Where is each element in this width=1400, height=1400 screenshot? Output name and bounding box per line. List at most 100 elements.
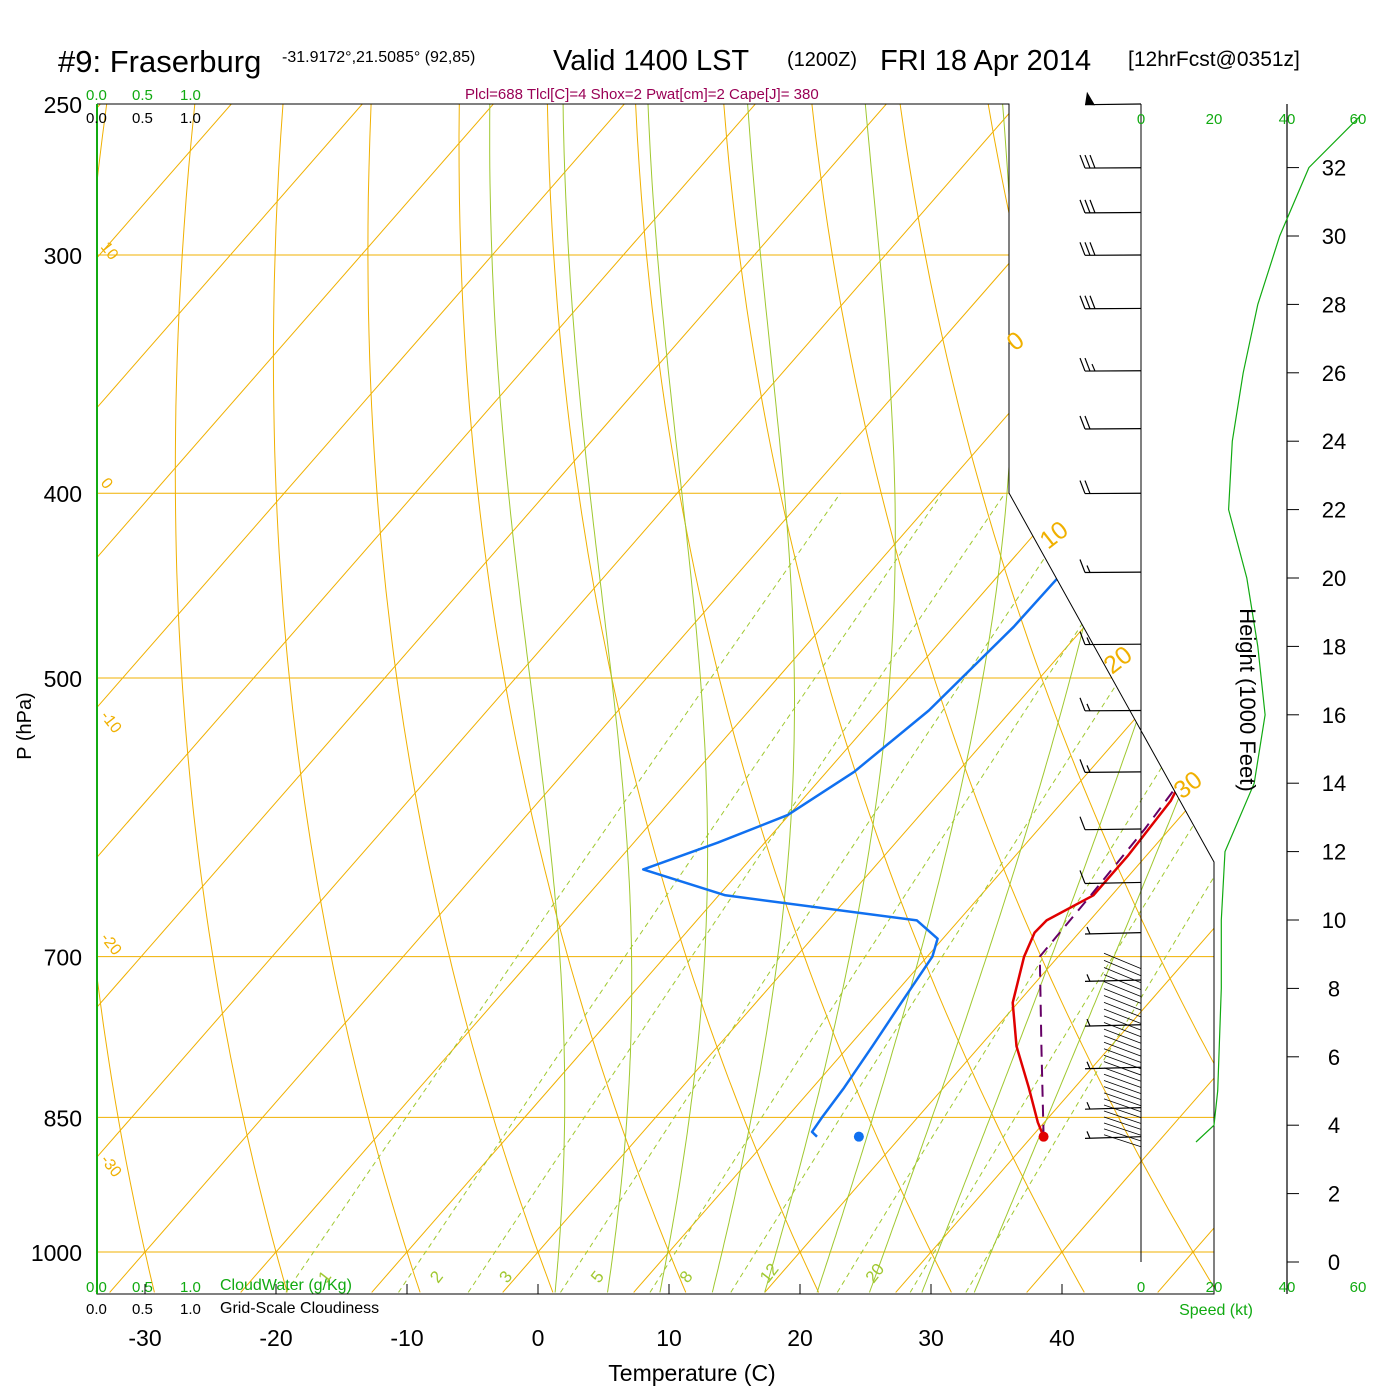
- cloud-bottom-green-0: 0.0: [86, 1279, 107, 1296]
- barb-half: [1086, 1131, 1091, 1139]
- isotherm-line: [895, 104, 1214, 1293]
- wind-barb-low: [1103, 967, 1142, 984]
- mixing-ratio-label: 5: [587, 1267, 608, 1286]
- wind-barb: [1079, 759, 1142, 773]
- barb-full: [1079, 295, 1086, 309]
- x-tick-label: 40: [1049, 1325, 1075, 1351]
- barb-full: [1079, 415, 1086, 430]
- wind-barbs: [1079, 91, 1142, 1148]
- barb-full: [1079, 242, 1086, 256]
- height-tick-label: 28: [1322, 292, 1346, 317]
- barb-shaft: [1103, 967, 1142, 984]
- parcel-line: [1038, 182, 1214, 1137]
- wind-barb-low: [1103, 1054, 1142, 1070]
- cloud-bottom-green-2: 1.0: [180, 1279, 201, 1296]
- wind-barb: [1079, 816, 1142, 831]
- height-tick-label: 24: [1322, 429, 1346, 454]
- wind-barb: [1079, 480, 1142, 495]
- isotherm-label-right: 0: [1001, 326, 1029, 357]
- barb-full: [1079, 870, 1086, 884]
- dry-adiabat-line: [458, 104, 687, 1293]
- isotherm-label-left: 10: [97, 239, 121, 264]
- mixing-ratio-line: [467, 492, 1006, 1293]
- barb-full: [1084, 480, 1091, 494]
- height-tick-label: 2: [1328, 1182, 1340, 1207]
- wind-barb-low: [1103, 981, 1142, 997]
- barb-half: [1086, 1101, 1091, 1110]
- isotherm-label-right: 20: [1098, 641, 1137, 680]
- isotherm-line: [1157, 104, 1214, 1293]
- cloud-bottom-black-0: 0.0: [86, 1301, 107, 1318]
- cloud-top-green-1: 0.5: [132, 87, 153, 104]
- isotherm-label-left: 0: [97, 475, 116, 493]
- barb-shaft: [1103, 1098, 1142, 1113]
- cloudwater-label: CloudWater (g/Kg): [220, 1277, 352, 1294]
- dry-adiabat-line: [97, 104, 155, 1293]
- wind-barb-low: [1103, 974, 1142, 991]
- isotherm-line: [97, 104, 424, 1293]
- barb-half: [1086, 1061, 1091, 1070]
- moist-adiabat-line: [921, 104, 1214, 1293]
- barb-full: [1079, 631, 1086, 645]
- wind-barb-low: [1103, 1086, 1142, 1101]
- isotherm-line: [97, 104, 948, 1293]
- moist-adiabat-line: [489, 104, 566, 1293]
- wind-barb-low: [1103, 1008, 1142, 1024]
- barb-full: [1089, 154, 1096, 169]
- height-tick-label: 16: [1322, 703, 1346, 728]
- sounding-series: [641, 104, 1214, 1142]
- barb-shaft: [1103, 995, 1142, 1011]
- moist-adiabat-line: [711, 104, 795, 1293]
- y-tick-label: 300: [44, 243, 82, 269]
- isotherm-label-left: -10: [97, 708, 125, 737]
- cloud-top-black-0: 0.0: [86, 110, 107, 127]
- wind-barb-low: [1103, 1035, 1142, 1051]
- barb-shaft: [1103, 1104, 1142, 1119]
- barb-half: [1086, 1018, 1091, 1027]
- wind-barb: [1079, 242, 1142, 256]
- utc-time: (1200Z): [787, 49, 857, 71]
- height-tick-label: 22: [1322, 498, 1346, 523]
- mixing-ratio-label: 3: [495, 1267, 516, 1286]
- wind-barb: [1079, 295, 1142, 310]
- mixing-ratio-label: 2: [426, 1267, 447, 1286]
- dry-adiabat-line: [804, 104, 1214, 1293]
- wind-barb-low: [1103, 1134, 1142, 1148]
- plot-frame: [96, 103, 1361, 1295]
- temperature-line: [1011, 104, 1214, 1138]
- barb-half: [1086, 926, 1091, 935]
- cloud-top-black-2: 1.0: [180, 110, 201, 127]
- dry-adiabat-line: [367, 104, 554, 1293]
- wind-barb: [1084, 926, 1142, 935]
- speed-top-2: 40: [1279, 111, 1296, 128]
- barb-shaft: [1103, 1001, 1142, 1018]
- speed-bottom-0: 0: [1137, 1279, 1145, 1296]
- isotherm-line: [502, 104, 1214, 1293]
- wind-barb-low: [1103, 988, 1142, 1004]
- temperature-surface-point: [1038, 1131, 1049, 1142]
- chart-labels: #9: Fraserburg -31.9172°,21.5085° (92,85…: [14, 44, 1366, 1386]
- background-grid: [97, 104, 1214, 1293]
- height-tick-label: 20: [1322, 566, 1346, 591]
- barb-full: [1084, 415, 1091, 430]
- barb-shaft: [1103, 1073, 1142, 1088]
- barb-shaft: [1103, 1067, 1142, 1082]
- barb-full: [1084, 242, 1091, 256]
- barb-shaft: [1084, 979, 1142, 982]
- isotherm-line: [97, 104, 1079, 1293]
- wind-barb: [1079, 154, 1142, 169]
- barb-shaft: [1103, 1086, 1142, 1101]
- mixing-ratio-line: [398, 492, 943, 1293]
- barb-half: [1091, 363, 1096, 372]
- dry-adiabat-line: [1149, 104, 1214, 1293]
- mixing-ratio-label: 8: [676, 1267, 697, 1286]
- speed-top-3: 60: [1350, 111, 1367, 128]
- mixing-ratio-line: [965, 492, 1214, 1293]
- wind-barb-low: [1103, 1048, 1142, 1063]
- dewpoint-line: [641, 104, 1214, 1138]
- wind-barb: [1079, 631, 1142, 646]
- wind-barb: [1084, 91, 1142, 106]
- barb-full: [1084, 199, 1091, 214]
- barb-half: [1086, 565, 1091, 573]
